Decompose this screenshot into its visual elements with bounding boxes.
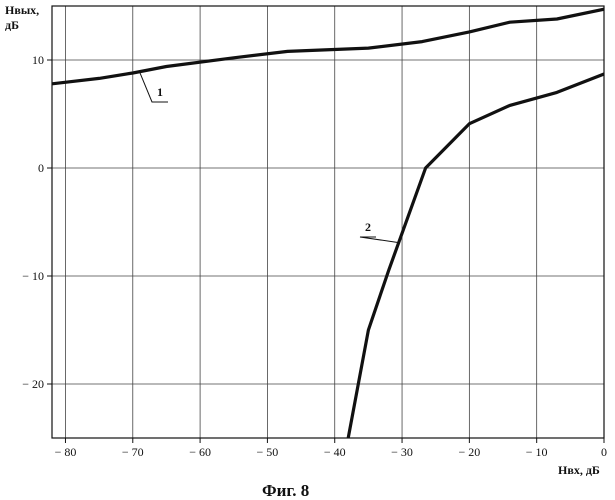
series-line-2 xyxy=(348,74,604,438)
figure-caption: Фиг. 8 xyxy=(262,481,309,500)
y-axis-label-line2: дБ xyxy=(5,18,19,32)
series-layer xyxy=(52,9,604,438)
x-tick-label: 0 xyxy=(601,445,607,459)
x-tick-label: − 40 xyxy=(324,445,346,459)
callout-leader-2 xyxy=(360,237,399,243)
series-label-1: 1 xyxy=(157,85,163,99)
plot-frame xyxy=(52,6,604,438)
y-axis-label-line1: Нвых, xyxy=(5,3,39,17)
series-label-2: 2 xyxy=(365,220,371,234)
curve-labels: 12 xyxy=(140,72,399,243)
series-line-1 xyxy=(52,9,604,84)
grid xyxy=(47,6,604,443)
x-tick-label: − 60 xyxy=(189,445,211,459)
y-tick-label: 0 xyxy=(38,161,44,175)
x-tick-label: − 70 xyxy=(122,445,144,459)
y-tick-label: − 20 xyxy=(22,377,44,391)
x-tick-label: − 10 xyxy=(526,445,548,459)
tick-labels: − 80 − 70 − 60 − 50 − 40 − 30 − 20 − 10 0 − 20 − 1… xyxy=(22,53,607,459)
y-tick-label: − 10 xyxy=(22,269,44,283)
callout-leader-1 xyxy=(140,72,169,102)
x-tick-label: − 30 xyxy=(391,445,413,459)
x-tick-label: − 20 xyxy=(458,445,480,459)
y-tick-label: 10 xyxy=(32,53,44,67)
x-tick-label: − 50 xyxy=(257,445,279,459)
x-tick-label: − 80 xyxy=(55,445,77,459)
x-axis-label: Нвх, дБ xyxy=(558,463,600,477)
